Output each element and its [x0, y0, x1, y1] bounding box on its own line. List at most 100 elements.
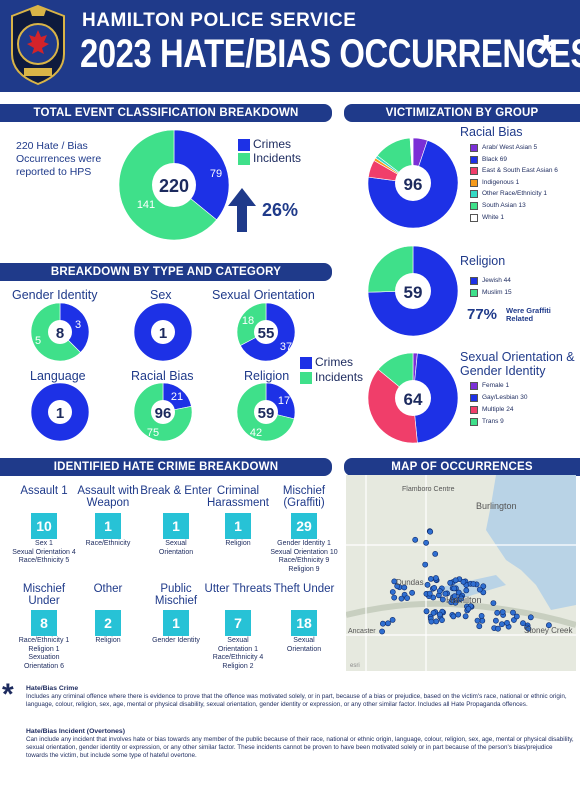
map-points [379, 528, 552, 635]
occurrence-point[interactable] [380, 620, 386, 627]
occurrence-point[interactable] [451, 593, 458, 600]
occurrence-point[interactable] [510, 609, 516, 616]
occurrence-point[interactable] [476, 623, 483, 630]
section-breakdown: BREAKDOWN BY TYPE AND CATEGORY [0, 263, 332, 281]
occurrence-point[interactable] [423, 539, 429, 546]
occurrence-point[interactable] [463, 587, 470, 594]
occurrence-point[interactable] [422, 561, 429, 568]
total-donut-hole [152, 163, 196, 207]
occurrence-point[interactable] [391, 578, 398, 585]
bd-religion-hole [254, 400, 278, 424]
vic_racial-legend-swatch [470, 155, 478, 164]
occurrence-point[interactable] [450, 613, 457, 620]
occurrence-point[interactable] [458, 595, 465, 602]
occurrence-point[interactable] [430, 609, 437, 616]
occurrence-point[interactable] [465, 605, 472, 612]
bd-gender-donut: 8 3 5 [30, 302, 90, 362]
occurrence-point[interactable] [479, 617, 486, 624]
vic-racial-donut: 96 [367, 137, 459, 229]
occurrence-point[interactable] [460, 578, 467, 585]
occurrence-point[interactable] [476, 586, 483, 593]
occurrence-point[interactable] [439, 596, 446, 603]
occurrence-point[interactable] [495, 625, 501, 632]
hate-crime-detail-line: Religion [225, 540, 251, 547]
occurrence-point[interactable] [401, 584, 408, 591]
occurrence-point[interactable] [426, 590, 433, 597]
occurrence-point[interactable] [391, 594, 398, 601]
vic_racial-legend-swatch [470, 213, 478, 222]
occurrence-point[interactable] [462, 613, 469, 620]
occurrence-point[interactable] [499, 609, 506, 615]
bd-sex-donut: 1 [133, 302, 193, 362]
occurrence-point[interactable] [389, 589, 396, 595]
hate-crime-title: Public Mischief [154, 583, 198, 607]
occurrence-point[interactable] [379, 628, 385, 635]
hate-crime-title: Criminal Harassment [207, 485, 269, 509]
occurrence-point[interactable] [513, 613, 520, 620]
occurrence-point[interactable] [431, 585, 438, 591]
occurrence-point[interactable] [478, 612, 485, 619]
hate-crime-count: 7 [225, 610, 251, 636]
occurrence-point[interactable] [490, 600, 497, 607]
bd-gender-incidents: 5 [35, 335, 41, 347]
occurrence-point[interactable] [451, 585, 458, 592]
occurrence-point[interactable] [452, 577, 459, 584]
occurrence-point[interactable] [436, 611, 443, 618]
occurrence-point[interactable] [394, 583, 401, 589]
bd-legend-incidents-label: Incidents [315, 370, 364, 384]
map-label-flamboro: Flamboro Centre [402, 486, 455, 493]
occurrence-point[interactable] [520, 620, 526, 627]
occurrence-point[interactable] [470, 581, 477, 587]
occurrence-point[interactable] [436, 588, 443, 594]
occurrence-point[interactable] [412, 536, 419, 543]
occurrence-point[interactable] [480, 583, 487, 590]
graffiti-text: Were Graffiti Related [506, 306, 551, 323]
occurrence-point[interactable] [433, 618, 440, 625]
occurrence-point[interactable] [527, 614, 534, 621]
hate-crime-details: Religion [66, 637, 150, 646]
occurrence-point[interactable] [389, 616, 396, 623]
occurrence-point[interactable] [398, 595, 405, 602]
occurrence-point[interactable] [447, 579, 454, 586]
occurrence-point[interactable] [428, 618, 435, 625]
bd-legend-crimes-label: Crimes [315, 355, 353, 369]
bd-gender-crimes: 3 [75, 319, 81, 331]
occurrence-point[interactable] [439, 617, 445, 623]
occurrence-point[interactable] [409, 589, 415, 596]
total-slice-crimes [173, 129, 230, 221]
police-badge-logo [11, 4, 65, 86]
vic_racial-legend-label: Indigenous 1 [482, 178, 520, 186]
vic_religion-legend-label: Jewish 44 [482, 277, 511, 284]
occurrence-point[interactable] [432, 551, 439, 557]
bd-religion-donut: 59 17 42 [236, 382, 296, 442]
occurrence-point[interactable] [545, 622, 552, 629]
vic-religion-center: 59 [404, 283, 423, 302]
bd-gender-title: Gender Identity [12, 288, 98, 302]
occurrence-point[interactable] [474, 617, 481, 624]
occurrence-point[interactable] [428, 576, 434, 582]
map-label-hamilton: Hamilton [446, 595, 482, 605]
occurrence-point[interactable] [525, 625, 532, 632]
occurrence-point[interactable] [423, 608, 430, 615]
occurrence-point[interactable] [492, 617, 499, 624]
vic-racial-legend: Arab/ West Asian 5 Black 69 East & South E… [470, 144, 580, 228]
occurrence-point[interactable] [442, 590, 449, 597]
occurrence-point[interactable] [424, 581, 431, 588]
graffiti-percent: 77% [467, 306, 498, 323]
vic-religion-legend: Jewish 44 Muslim 15 [470, 277, 580, 301]
occurrence-point[interactable] [427, 528, 434, 535]
occurrence-point[interactable] [498, 621, 505, 628]
occurrence-map[interactable]: Flamboro Centre Burlington Dundas Hamilt… [346, 475, 576, 671]
vic_religion-legend-label: Muslim 15 [482, 289, 512, 296]
occurrence-point[interactable] [504, 619, 510, 626]
hate-crime-detail-line: Race/Ethnicity 9 [278, 557, 330, 564]
bd-so-crimes: 37 [280, 341, 292, 353]
occurrence-point[interactable] [494, 609, 501, 616]
occurrence-point[interactable] [455, 611, 462, 618]
vic_sogi-legend-label: Trans 9 [482, 418, 504, 425]
map-label-dundas: Dundas [396, 578, 424, 587]
occurrence-point[interactable] [404, 595, 410, 601]
occurrence-point[interactable] [433, 575, 439, 581]
occurrence-point[interactable] [385, 620, 391, 627]
footnote-incident-text: Can include any incident that involves h… [26, 736, 574, 759]
